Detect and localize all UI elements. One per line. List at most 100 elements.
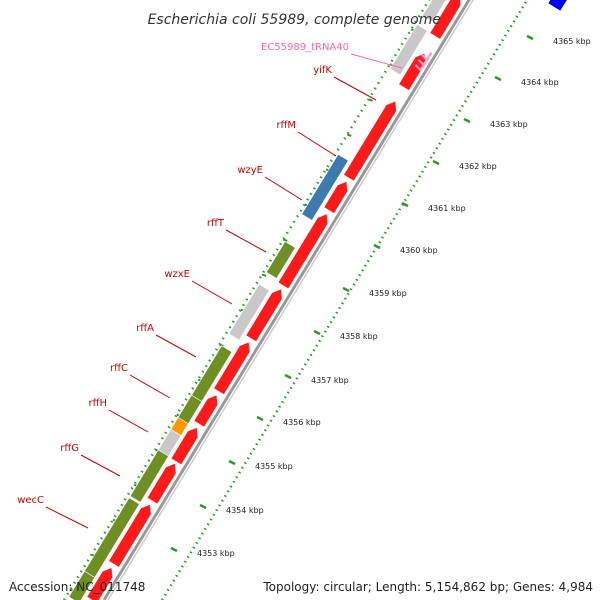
forward-cds-feature <box>277 213 329 290</box>
forward-cds-feature <box>108 503 152 568</box>
kbp-label: 4365 kbp <box>553 37 591 46</box>
forward-cds-feature-shape <box>277 213 329 290</box>
kbp-label: 4362 kbp <box>459 162 497 171</box>
kbp-label: 4360 kbp <box>400 246 438 255</box>
gene-label-rffH: rffH <box>88 398 107 409</box>
gene-label-yifK: yifK <box>313 65 332 76</box>
forward-cds-feature <box>429 0 462 40</box>
kbp-scale: 4353 kbp 4354 kbp 4355 kbp 4356 kbp 4357 kbp… <box>170 34 591 558</box>
kbp-label: 4359 kbp <box>369 289 407 298</box>
gene-label-rffM: rffM <box>276 120 296 131</box>
kbp-tick <box>463 117 471 124</box>
ring-tick <box>282 238 288 242</box>
kbp-tick <box>199 503 207 510</box>
reverse-cds-feature <box>129 449 169 503</box>
kbp-label: 4358 kbp <box>340 332 378 341</box>
reverse-cds-feature-shape <box>421 0 454 23</box>
gene-labels: EC55989_tRNA40 yifK rffM wzyE rffT wzxE rffA rf… <box>17 42 403 529</box>
reverse-cds-feature <box>228 283 270 341</box>
reverse-cds-feature-shape <box>265 241 296 279</box>
kbp-tick <box>284 373 292 380</box>
reverse-cds-feature-shape <box>129 449 169 503</box>
gene-label-rffA: rffA <box>136 323 154 334</box>
gene-leader-line <box>191 280 233 305</box>
gene-leader-line <box>225 229 267 253</box>
kbp-label: 4363 kbp <box>490 120 528 129</box>
gene-leader-line <box>155 334 197 358</box>
reverse-cds-feature-shape <box>228 283 270 341</box>
genome-backbone <box>102 0 474 600</box>
forward-cds-feature-shape <box>343 100 397 182</box>
dotted-ring <box>160 0 529 600</box>
gene-leader-line <box>264 176 303 201</box>
forward-cds-feature-shape <box>108 503 152 568</box>
trna-chevron <box>420 52 433 62</box>
kbp-label: 4361 kbp <box>428 204 466 213</box>
ring-tick <box>261 273 267 277</box>
kbp-tick <box>494 75 502 82</box>
gene-leader-line <box>45 506 89 529</box>
reverse-cds-feature-shape <box>389 24 428 76</box>
kbp-label: 4364 kbp <box>521 78 559 87</box>
forward-cds-feature-shape <box>193 394 219 428</box>
kbp-label: 4356 kbp <box>283 418 321 427</box>
forward-cds-feature <box>323 180 348 214</box>
kbp-label: 4354 kbp <box>226 506 264 515</box>
gene-label-EC55989_tRNA40: EC55989_tRNA40 <box>261 42 349 53</box>
forward-cds-feature <box>193 394 219 428</box>
trna-features <box>414 52 433 72</box>
gene-label-wecC: wecC <box>17 495 44 506</box>
topology-text: Topology: circular; Length: 5,154,862 bp… <box>263 580 593 594</box>
ring-tick <box>368 98 373 102</box>
forward-cds-feature <box>245 288 283 343</box>
forward-cds-feature <box>170 426 199 466</box>
gene-label-wzxE: wzxE <box>164 269 190 280</box>
forward-strand-features <box>86 0 462 600</box>
kbp-tick <box>256 415 264 422</box>
position-marker[interactable] <box>548 0 568 11</box>
kbp-tick <box>401 201 409 208</box>
forward-cds-feature-shape <box>170 426 199 466</box>
gene-leader-line <box>297 131 337 157</box>
forward-cds-feature <box>86 567 114 600</box>
gene-label-rffT: rffT <box>207 218 225 229</box>
map-title: Escherichia coli 55989, complete genome <box>148 12 441 28</box>
reverse-strand-features <box>68 0 454 600</box>
forward-cds-feature-shape <box>86 567 114 600</box>
gene-leader-line <box>80 454 121 477</box>
reverse-cds-feature <box>301 153 349 221</box>
forward-cds-feature-shape <box>323 180 348 214</box>
reverse-cds-feature <box>68 570 96 600</box>
forward-cds-feature-shape <box>429 0 462 40</box>
kbp-tick <box>432 159 440 166</box>
kbp-tick <box>526 34 534 41</box>
backbone-line <box>107 0 474 600</box>
reverse-cds-feature <box>389 24 428 76</box>
gene-label-wzyE: wzyE <box>237 165 263 176</box>
kbp-tick <box>342 286 350 293</box>
ring-tick <box>219 343 224 347</box>
reverse-cds-feature-shape <box>301 153 349 221</box>
kbp-tick <box>228 459 236 466</box>
forward-cds-feature <box>343 100 397 182</box>
gene-label-rffG: rffG <box>60 443 79 454</box>
kbp-label: 4353 kbp <box>197 549 235 558</box>
forward-cds-feature <box>146 462 177 505</box>
ring-tick <box>346 133 352 137</box>
forward-cds-feature-shape <box>146 462 177 505</box>
reverse-cds-feature <box>421 0 454 23</box>
reverse-cds-feature <box>265 241 296 279</box>
accession-text: Accession: NC_011748 <box>9 580 146 594</box>
forward-cds-feature-shape <box>213 341 251 396</box>
reverse-cds-feature-shape <box>68 570 96 600</box>
gene-leader-line <box>129 374 171 399</box>
backbone-line <box>102 0 471 600</box>
kbp-tick <box>170 546 178 553</box>
gene-leader-line <box>108 409 149 433</box>
gene-label-rffC: rffC <box>110 363 128 374</box>
kbp-label: 4357 kbp <box>311 376 349 385</box>
forward-cds-feature-shape <box>245 288 283 343</box>
kbp-label: 4355 kbp <box>255 462 293 471</box>
gene-leader-line <box>350 53 403 69</box>
